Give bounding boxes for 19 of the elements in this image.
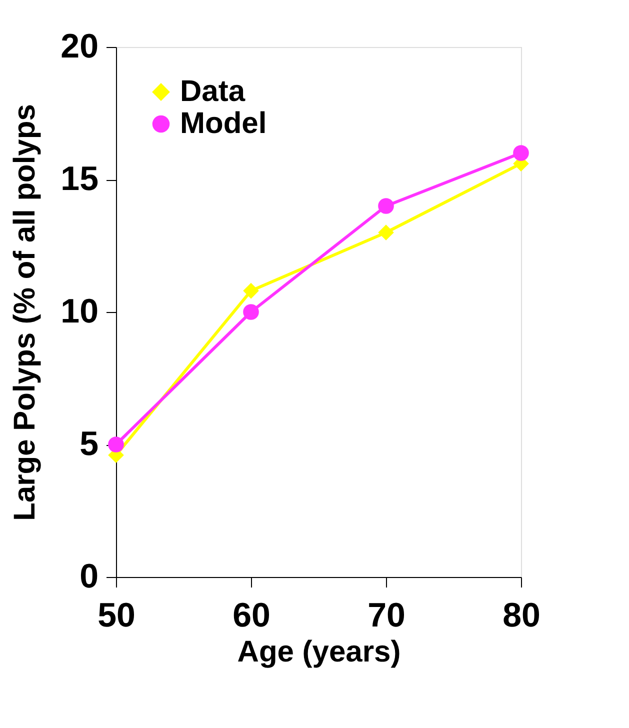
- x-tick-label: 50: [98, 596, 136, 634]
- point: [243, 304, 259, 320]
- y-tick-label: 5: [80, 425, 98, 463]
- point: [243, 282, 259, 299]
- x-tick-label: 70: [368, 596, 406, 634]
- x-axis-title: Age (years): [237, 636, 401, 668]
- y-tick-label: 15: [60, 160, 98, 198]
- legend-label: Model: [180, 107, 267, 140]
- y-tick-label: 20: [60, 28, 98, 66]
- y-axis-title: Large Polyps (% of all polyps: [8, 104, 42, 521]
- y-tick-label: 0: [80, 558, 98, 596]
- point: [378, 224, 394, 240]
- point: [108, 436, 124, 452]
- legend-label: Data: [180, 75, 246, 108]
- point: [378, 198, 394, 214]
- x-tick-label: 60: [232, 596, 270, 634]
- point: [513, 145, 529, 161]
- x-tick-label: 80: [502, 596, 540, 634]
- y-tick-label: 10: [60, 292, 98, 330]
